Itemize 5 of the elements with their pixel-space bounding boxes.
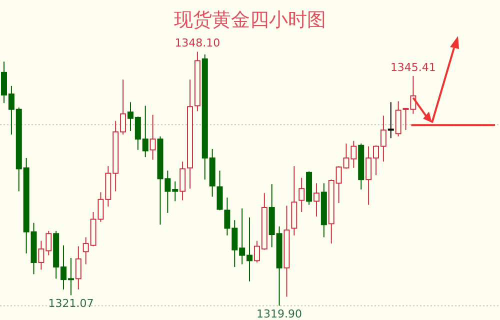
annotation: 1348.10 (174, 36, 220, 50)
annotation: 1345.41 (390, 60, 436, 74)
annotation: 1319.90 (256, 308, 302, 320)
annotation: 1321.07 (48, 297, 94, 310)
chart-title: 现货黄金四小时图 (174, 10, 326, 31)
